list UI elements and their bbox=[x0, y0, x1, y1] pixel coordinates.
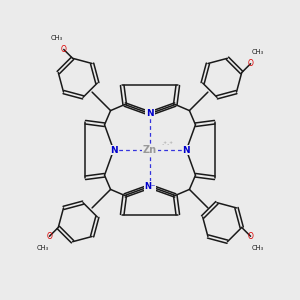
Text: CH₃: CH₃ bbox=[252, 245, 264, 251]
Text: ·⁺·⁺: ·⁺·⁺ bbox=[161, 142, 173, 148]
Text: O: O bbox=[248, 59, 254, 68]
Text: N: N bbox=[110, 146, 117, 154]
Text: N⁻: N⁻ bbox=[144, 182, 156, 191]
Text: O: O bbox=[61, 45, 67, 54]
Text: CH₃: CH₃ bbox=[36, 245, 48, 251]
Text: O: O bbox=[46, 232, 52, 241]
Text: N: N bbox=[183, 146, 190, 154]
Text: N: N bbox=[146, 109, 154, 118]
Text: CH₃: CH₃ bbox=[252, 49, 264, 55]
Text: O: O bbox=[248, 232, 254, 241]
Text: Zn: Zn bbox=[143, 145, 157, 155]
Text: CH₃: CH₃ bbox=[50, 34, 63, 40]
